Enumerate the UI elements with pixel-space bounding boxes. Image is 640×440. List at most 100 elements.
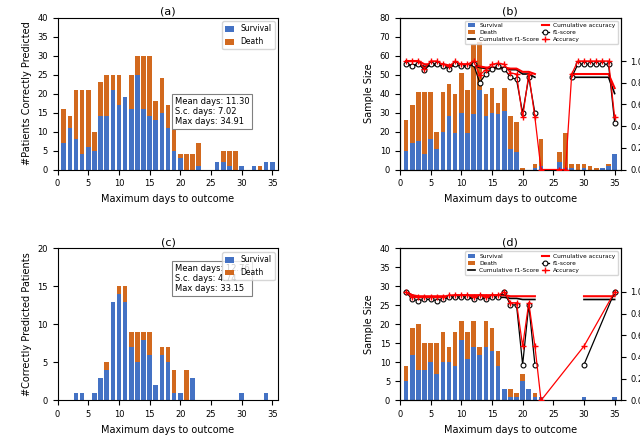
Bar [116, 105, 121, 169]
Bar [459, 321, 463, 340]
Legend: Survival, Death: Survival, Death [222, 252, 275, 280]
Bar [471, 347, 476, 400]
Bar [477, 42, 482, 90]
Bar [612, 154, 617, 169]
Bar [502, 110, 506, 169]
Bar [135, 332, 140, 363]
Bar [496, 366, 500, 400]
Bar [111, 74, 115, 90]
Bar [135, 74, 140, 169]
Bar [588, 166, 593, 169]
Bar [422, 344, 427, 370]
Bar [557, 152, 562, 162]
Bar [447, 116, 451, 169]
Bar [532, 396, 537, 400]
Title: (c): (c) [161, 238, 175, 248]
Bar [74, 393, 78, 400]
Bar [484, 116, 488, 169]
Bar [111, 90, 115, 169]
Bar [92, 393, 97, 400]
Bar [435, 344, 439, 374]
Bar [178, 154, 182, 158]
Bar [227, 166, 232, 169]
Bar [68, 128, 72, 169]
Bar [539, 139, 543, 166]
Bar [532, 164, 537, 168]
Bar [123, 97, 127, 169]
Bar [416, 92, 420, 141]
Bar [80, 90, 84, 154]
Bar [514, 152, 519, 169]
Bar [147, 55, 152, 116]
Title: (a): (a) [160, 7, 176, 17]
Bar [508, 389, 513, 396]
Bar [147, 332, 152, 355]
Legend: Survival, Death, Cumulative f1-Score, Cumulative accuracy, f1-score, Accuracy: Survival, Death, Cumulative f1-Score, Cu… [465, 251, 618, 275]
Bar [104, 363, 109, 370]
Bar [129, 74, 134, 109]
Bar [172, 370, 177, 393]
Bar [496, 103, 500, 114]
Title: (b): (b) [502, 7, 518, 17]
Bar [490, 351, 494, 400]
Bar [410, 105, 415, 143]
Bar [221, 150, 225, 162]
Bar [606, 164, 611, 166]
Bar [111, 302, 115, 400]
Bar [172, 393, 177, 400]
Bar [435, 374, 439, 400]
Bar [514, 393, 519, 396]
Y-axis label: #Patients Correctly Predicted: #Patients Correctly Predicted [22, 22, 32, 165]
Bar [496, 114, 500, 169]
Bar [484, 347, 488, 400]
Bar [190, 154, 195, 169]
Bar [270, 162, 275, 169]
Bar [527, 389, 531, 400]
Bar [104, 116, 109, 169]
Bar [178, 158, 182, 169]
Bar [471, 321, 476, 347]
Bar [459, 73, 463, 113]
Bar [514, 396, 519, 400]
Bar [190, 378, 195, 400]
Bar [123, 286, 127, 302]
Bar [99, 378, 103, 400]
X-axis label: Maximum days to outcome: Maximum days to outcome [444, 425, 577, 435]
Bar [166, 347, 170, 363]
Bar [422, 370, 427, 400]
Bar [502, 88, 506, 110]
Bar [490, 113, 494, 169]
Bar [404, 120, 408, 150]
Bar [141, 332, 146, 340]
Bar [166, 105, 170, 128]
Bar [575, 164, 580, 169]
X-axis label: Maximum days to outcome: Maximum days to outcome [102, 425, 235, 435]
Bar [484, 321, 488, 347]
Bar [221, 162, 225, 169]
Bar [428, 344, 433, 363]
Bar [539, 166, 543, 169]
Bar [612, 396, 617, 400]
Bar [582, 164, 586, 168]
Bar [410, 143, 415, 169]
Bar [159, 347, 164, 355]
Bar [196, 143, 201, 166]
Bar [92, 150, 97, 169]
Bar [80, 393, 84, 400]
Bar [264, 393, 269, 400]
Bar [490, 328, 494, 351]
Bar [520, 168, 525, 169]
Bar [416, 141, 420, 169]
Bar [104, 74, 109, 116]
Bar [606, 166, 611, 169]
Bar [428, 363, 433, 400]
Bar [154, 385, 158, 400]
Bar [80, 154, 84, 169]
Bar [74, 90, 78, 139]
X-axis label: Maximum days to outcome: Maximum days to outcome [102, 194, 235, 204]
Bar [508, 116, 513, 149]
Bar [416, 324, 420, 370]
Bar [416, 370, 420, 400]
Bar [239, 166, 244, 169]
Bar [465, 359, 470, 400]
